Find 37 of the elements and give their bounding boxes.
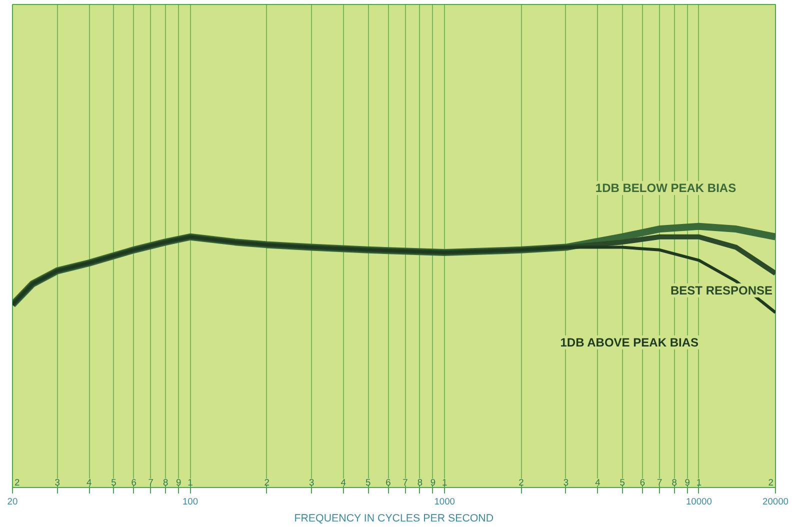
- annotation: 1: [188, 478, 193, 488]
- text: 1DB BELOW PEAK BIAS: [595, 181, 736, 196]
- annotation: 5: [111, 478, 116, 488]
- x-tick-label: 20: [7, 496, 18, 506]
- x-axis-title: FREQUENCY IN CYCLES PER SECOND: [294, 512, 494, 524]
- annotation: 2: [14, 478, 20, 488]
- series-label: BEST RESPONSE: [670, 283, 773, 298]
- annotation: 3: [54, 478, 60, 488]
- annotation: 9: [430, 478, 436, 488]
- annotation: 1: [442, 478, 448, 488]
- annotation: 2: [518, 478, 524, 488]
- x-tick-label: 20000: [762, 496, 788, 506]
- annotation: 3: [563, 478, 569, 488]
- annotation: 5: [365, 478, 371, 488]
- annotation: 1: [696, 478, 702, 488]
- annotation: 7: [656, 478, 662, 488]
- annotation: 9: [684, 478, 690, 488]
- annotation: 2: [264, 478, 270, 488]
- annotation: 5: [620, 478, 625, 488]
- annotation: 9: [176, 478, 182, 488]
- x-tick-label: 1000: [434, 496, 455, 506]
- annotation: 4: [595, 478, 600, 488]
- annotation: 7: [148, 478, 154, 488]
- annotation: 3: [309, 478, 314, 488]
- annotation: 4: [86, 478, 92, 488]
- annotation: 4: [340, 478, 346, 488]
- text: 1DB ABOVE PEAK BIAS: [560, 335, 698, 350]
- annotation: 8: [672, 478, 677, 488]
- annotation: 2: [768, 478, 774, 488]
- annotation: 6: [640, 478, 646, 488]
- annotation: 8: [163, 478, 168, 488]
- x-tick-label: 10000: [686, 496, 712, 506]
- x-tick-label: 100: [182, 496, 198, 506]
- annotation: 7: [402, 478, 408, 488]
- annotation: 8: [417, 478, 423, 488]
- annotation: 6: [386, 478, 391, 488]
- annotation: 6: [131, 478, 136, 488]
